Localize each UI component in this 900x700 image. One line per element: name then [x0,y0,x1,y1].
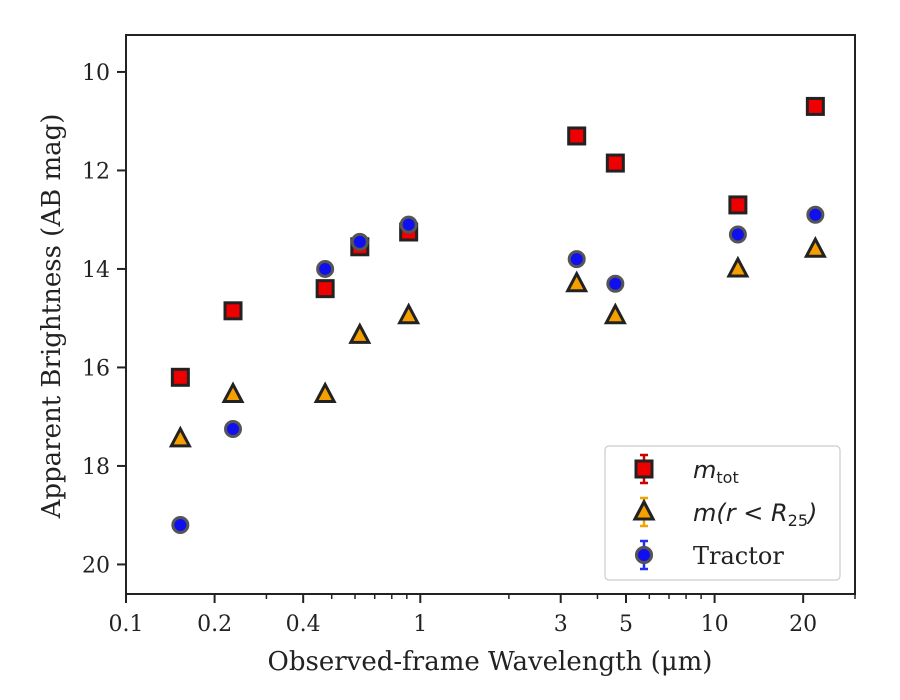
square-marker [170,367,190,387]
triangle-marker [726,255,750,278]
legend-marker-symbol [634,459,654,479]
data-point-square [728,195,748,215]
circle-marker [316,259,335,278]
data-point-square [315,279,335,299]
y-tick-label: 10 [82,61,110,86]
triangle-marker [397,302,421,325]
triangle-marker [348,322,372,344]
x-tick-label: 10 [701,612,729,637]
data-point-circle [567,250,586,269]
x-tick-label: 5 [619,612,633,637]
data-point-triangle [803,236,827,258]
circle-marker [635,546,653,564]
legend-label: m(r < R25) [693,499,817,530]
data-point-triangle [313,381,337,404]
data-point-circle [350,232,369,251]
triangle-marker [168,425,192,448]
x-axis-ticks: 0.1 0.2 0.4 1 3 5 10 20 [109,594,817,637]
data-point-square [605,153,625,173]
x-tick-label: 1 [413,612,427,637]
circle-marker [567,250,586,269]
data-point-circle [728,225,747,244]
data-point-circle [606,274,625,293]
legend-frame [604,445,841,581]
y-tick-label: 20 [82,553,110,578]
data-point-circle [806,205,825,224]
data-point-triangle [348,322,372,344]
data-point-circle [171,516,190,535]
square-marker [805,96,825,116]
data-point-square [805,96,825,116]
square-marker [634,459,654,479]
x-tick-label: 0.2 [197,612,232,637]
circle-marker [171,516,190,535]
y-tick-label: 14 [82,258,110,283]
triangle-marker [632,498,656,521]
data-point-square [567,126,587,146]
legend-marker-symbol [632,498,656,521]
triangle-marker [565,270,589,293]
y-tick-label: 16 [82,356,110,381]
circle-marker [806,205,825,224]
data-point-square [170,367,190,387]
triangle-marker [313,381,337,404]
circle-marker [728,225,747,244]
circle-marker [606,274,625,293]
triangle-marker [803,236,827,258]
data-point-triangle [221,381,245,404]
y-tick-label: 18 [82,455,110,480]
legend: mtot m(r < R25) Tractor [604,445,841,581]
data-point-triangle [726,255,750,278]
y-axis-ticks: 10 12 14 16 18 20 [82,61,126,578]
data-point-triangle [168,425,192,448]
legend-label: Tractor [693,542,784,570]
circle-marker [399,215,418,234]
x-tick-label: 3 [554,612,568,637]
legend-marker-symbol [635,546,653,564]
data-point-circle [224,420,243,439]
data-point-square [223,301,243,321]
circle-marker [224,420,243,439]
plot-area-frame [125,34,856,595]
data-point-circle [316,259,335,278]
legend-label: mtot [693,456,739,487]
circle-marker [350,232,369,251]
data-point-circle [399,215,418,234]
data-point-triangle [565,270,589,293]
square-marker [315,279,335,299]
square-marker [223,301,243,321]
square-marker [567,126,587,146]
data-points [168,96,827,535]
y-axis-label: Apparent Brightness (AB mag) [37,114,67,520]
x-tick-label: 20 [789,612,817,637]
x-tick-label: 0.1 [109,612,144,637]
x-axis-label: Observed-frame Wavelength (μm) [268,647,713,677]
x-tick-label: 0.4 [286,612,321,637]
square-marker [605,153,625,173]
triangle-marker [221,381,245,404]
data-point-triangle [603,302,627,325]
triangle-marker [603,302,627,325]
square-marker [728,195,748,215]
y-tick-label: 12 [82,159,110,184]
data-point-triangle [397,302,421,325]
